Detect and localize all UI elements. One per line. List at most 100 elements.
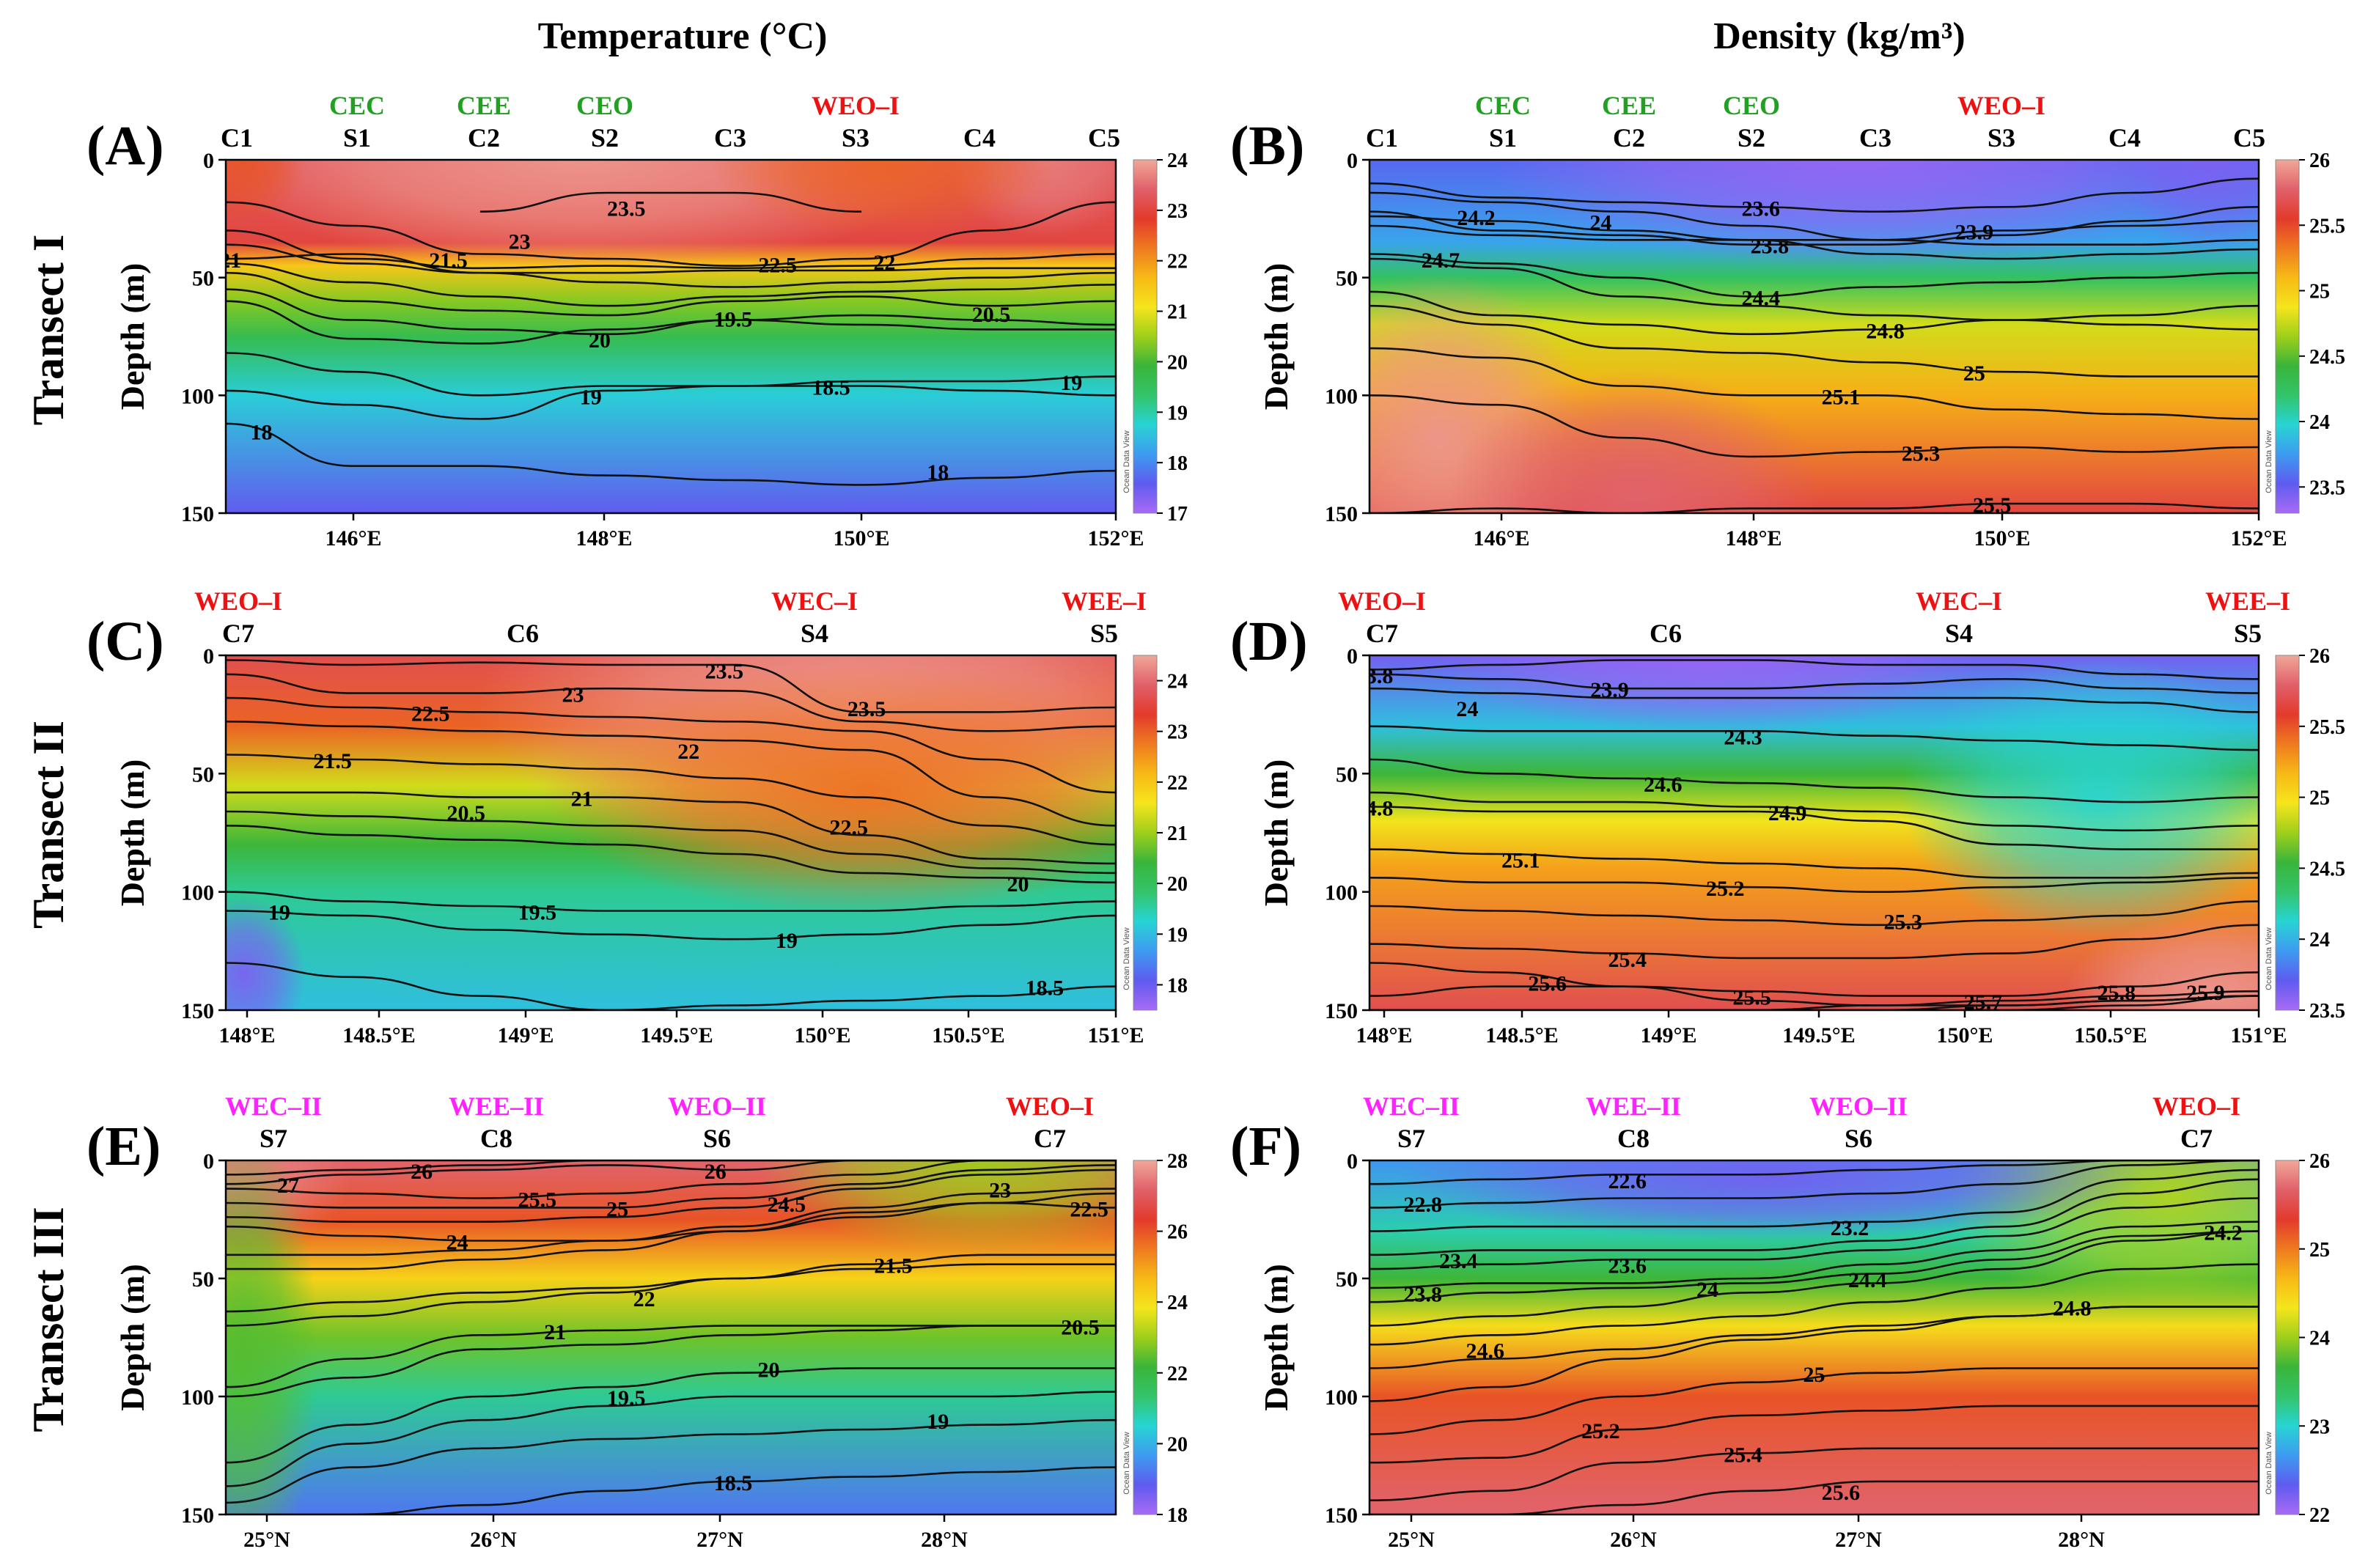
station-label: S1: [1489, 123, 1517, 152]
eddy-label: WEE–I: [1062, 586, 1147, 616]
plot-frame: [224, 158, 1117, 515]
isoline: [1369, 290, 2259, 336]
colorbar-tick-label: 24: [2309, 929, 2330, 952]
isoline: [1369, 971, 2259, 997]
isoline: [1369, 177, 2259, 213]
colorbar-tick-label: 25: [2309, 1239, 2330, 1262]
x-tick-label: 25°N: [243, 1528, 290, 1552]
eddy-label: WEO–II: [1809, 1092, 1908, 1121]
contour-label: 19.5: [714, 307, 753, 331]
colorbar-tick-label: 25: [2309, 787, 2330, 810]
contour-label: 23: [562, 683, 584, 707]
isoline: [226, 352, 1116, 397]
isoline: [1369, 1367, 2259, 1435]
station-label: C4: [963, 123, 996, 152]
station-label: C7: [1366, 619, 1398, 648]
field-anomaly: [226, 1160, 319, 1514]
contour-label: 24.2: [1457, 206, 1496, 230]
contour-label: 23.5: [607, 196, 646, 221]
colorbar-tick-label: 21: [1167, 301, 1188, 324]
colorbar-tick-label: 24.5: [2309, 858, 2345, 880]
x-tick-label: 148°E: [576, 526, 632, 551]
station-label: C5: [1088, 123, 1120, 152]
contour-label: 23.5: [705, 659, 744, 683]
isoline: [1369, 1263, 2259, 1346]
y-axis-label: Depth (m): [114, 263, 151, 411]
y-tick-label: 100: [181, 1385, 214, 1410]
station-label: C7: [222, 619, 254, 648]
isoline: [226, 1168, 1116, 1223]
y-axis-label: Depth (m): [1257, 1264, 1295, 1411]
contour-label: 24.5: [768, 1193, 806, 1217]
station-label: S1: [343, 123, 371, 152]
field-anomaly: [543, 665, 1116, 916]
contour-label: 22.6: [1608, 1169, 1647, 1193]
field-anomaly: [1396, 1160, 2144, 1241]
field: 23.623.823.92424.224.424.724.82525.125.3…: [1369, 160, 2259, 513]
isoline: [1369, 253, 2259, 298]
isoline: [226, 1164, 1116, 1209]
isoline: [226, 271, 1116, 317]
contour-label: 25.6: [1528, 971, 1567, 995]
eddy-label: CEE: [457, 91, 511, 120]
panel-label: (F): [1230, 1116, 1301, 1177]
x-tick-label: 150°E: [833, 526, 889, 551]
colorbar-tick-label: 19: [1167, 402, 1188, 424]
contour-label: 21.5: [429, 249, 468, 273]
contour-label: 24.8: [1355, 797, 1394, 821]
isoline: [226, 791, 1116, 865]
eddy-label: WEO–I: [2152, 1092, 2240, 1121]
station-label: S3: [842, 123, 869, 152]
contour-label: 25.5: [1732, 986, 1771, 1010]
contour-label: 23.8: [1751, 235, 1790, 259]
station-label: S4: [801, 619, 828, 648]
isoline: [226, 1367, 1116, 1464]
isoline: [1369, 1221, 2259, 1289]
watermark: Ocean Data View: [1122, 927, 1131, 990]
contour-label: 24.6: [1644, 773, 1683, 797]
contour-label: 23: [509, 229, 531, 254]
plot-frame: [1368, 158, 2260, 515]
contour-label: 21.5: [313, 749, 352, 773]
station-label: C8: [480, 1124, 512, 1153]
y-tick-label: 50: [1336, 762, 1358, 787]
watermark: Ocean Data View: [1122, 430, 1131, 493]
isoline: [226, 300, 1116, 345]
station-label: C8: [1617, 1124, 1650, 1153]
contour-label: 21: [571, 787, 593, 811]
station-label: S5: [1090, 619, 1118, 648]
column-title-temperature: Temperature (°C): [538, 15, 828, 57]
eddy-label: WEO–I: [1006, 1092, 1094, 1121]
y-tick-label: 0: [203, 644, 214, 669]
watermark: Ocean Data View: [1122, 1432, 1131, 1494]
isoline: [226, 659, 1116, 713]
field: 23.523.52322.522.52221.52120.52019.51919…: [226, 655, 1116, 1010]
panel-label: (B): [1230, 115, 1304, 177]
colorbar-tick-label: 25.5: [2309, 215, 2345, 238]
colorbar-tick-label: 20: [1167, 873, 1188, 896]
contour-label: 23.8: [1355, 664, 1394, 688]
panel-a: 23.5 23 22.5 22 21.5 21 20.5 20 19.5 19 19 18.5 18 18…: [87, 91, 1188, 551]
isoline: [1369, 791, 2259, 832]
plot-frame: [1368, 654, 2260, 1012]
isoline: [226, 385, 1116, 420]
eddy-label: WEO–I: [1338, 586, 1426, 616]
colorbar-tick-label: 24.5: [2309, 346, 2345, 369]
colorbar-tick-label: 23: [1167, 200, 1188, 223]
contour-label: 20.5: [447, 801, 486, 825]
station-label: S4: [1945, 619, 1973, 648]
contour-label: 20.5: [1061, 1315, 1100, 1339]
contour-label: 24: [1456, 697, 1478, 721]
colorbar-tick-label: 24: [2309, 1328, 2330, 1350]
y-tick-label: 50: [192, 267, 214, 291]
contour-label: 27: [277, 1174, 299, 1198]
contour-label: 19: [580, 385, 602, 409]
contour-label: 22.5: [1070, 1197, 1108, 1221]
contour-label: 24.7: [1422, 249, 1460, 273]
y-tick-label: 150: [181, 502, 214, 526]
contour-label: 18.5: [714, 1471, 753, 1495]
x-tick-label: 146°E: [325, 526, 381, 551]
station-label: C7: [2180, 1124, 2213, 1153]
isoline: [1369, 1447, 2259, 1501]
colorbar-tick-label: 23.5: [2309, 476, 2345, 499]
